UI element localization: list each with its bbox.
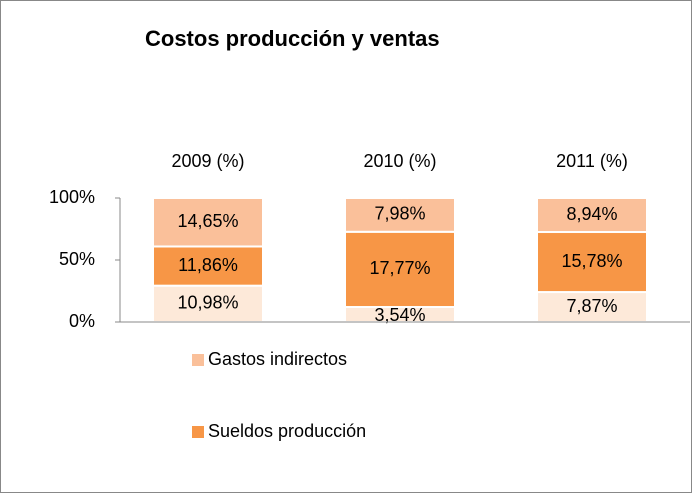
bar-segment — [152, 197, 264, 248]
data-label: 17,77% — [369, 258, 430, 278]
category-label: 2011 (%) — [556, 151, 628, 171]
data-label: 14,65% — [177, 211, 238, 231]
data-label: 15,78% — [561, 251, 622, 271]
legend-swatch — [192, 426, 204, 438]
chart-title: Costos producción y ventas — [145, 26, 440, 51]
bar-segment — [536, 197, 648, 234]
bar-segment — [344, 230, 456, 309]
legend-label: Sueldos producción — [208, 421, 366, 441]
category-label: 2010 (%) — [363, 151, 436, 171]
bar-segment — [536, 231, 648, 294]
data-label: 3,54% — [374, 305, 425, 325]
data-label: 7,87% — [566, 296, 617, 316]
bar-segment — [344, 197, 456, 233]
data-label: 8,94% — [566, 204, 617, 224]
data-label: 10,98% — [177, 293, 238, 313]
legend-swatch — [192, 354, 204, 366]
legend-label: Gastos indirectos — [208, 349, 347, 369]
data-label: 7,98% — [374, 204, 425, 224]
y-tick-label: 50% — [59, 249, 95, 269]
data-label: 11,86% — [178, 255, 238, 275]
y-tick-label: 100% — [49, 187, 95, 207]
category-label: 2009 (%) — [171, 151, 244, 171]
y-tick-label: 0% — [69, 311, 95, 331]
